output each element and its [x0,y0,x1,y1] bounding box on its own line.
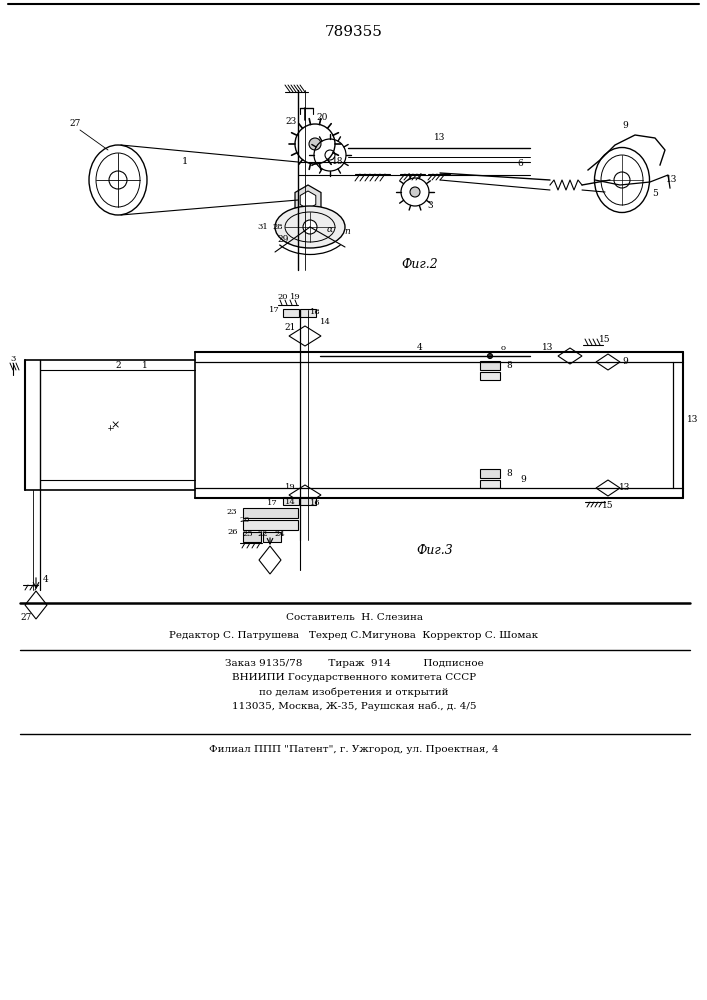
Text: 23: 23 [286,117,297,126]
Text: по делам изобретения и открытий: по делам изобретения и открытий [259,687,449,697]
Bar [480,480,500,488]
Text: 8: 8 [506,468,512,478]
Text: 9: 9 [622,358,628,366]
Text: 3: 3 [11,355,16,363]
Ellipse shape [275,206,345,248]
Text: 22: 22 [258,530,268,538]
Text: 27: 27 [69,119,81,128]
Text: 13: 13 [666,176,678,184]
Polygon shape [300,191,316,209]
Bar [480,361,500,370]
Text: 27: 27 [21,612,32,621]
Text: Заказ 9135/78        Тираж  914          Подписное: Заказ 9135/78 Тираж 914 Подписное [225,660,484,668]
Text: 1: 1 [182,157,188,166]
Text: 15: 15 [602,502,614,510]
Circle shape [410,187,420,197]
Text: 17: 17 [269,306,279,314]
Text: 25: 25 [243,530,253,538]
Bar [243,532,261,542]
Text: 9: 9 [622,121,628,130]
Text: 2: 2 [115,360,121,369]
Text: 1: 1 [142,360,148,369]
Text: 19: 19 [285,483,296,491]
Text: 28: 28 [273,223,284,231]
Text: 6: 6 [517,159,523,168]
Text: 8: 8 [506,360,512,369]
Text: 31: 31 [257,223,268,231]
Text: 16: 16 [310,499,320,507]
Text: 15: 15 [600,336,611,344]
Text: Редактор С. Патрушева   Техред С.Мигунова  Корректор С. Шомак: Редактор С. Патрушева Техред С.Мигунова … [170,631,539,640]
Bar [283,309,299,317]
Bar [283,497,299,505]
Text: o: o [501,344,506,352]
Bar [480,372,500,380]
Circle shape [488,354,493,359]
Text: 113035, Москва, Ж-35, Раушская наб., д. 4/5: 113035, Москва, Ж-35, Раушская наб., д. … [232,701,477,711]
Text: Составитель  Н. Слезина: Составитель Н. Слезина [286,612,423,621]
Text: 18: 18 [310,308,320,316]
Text: Фиг.2: Фиг.2 [402,258,438,271]
Text: 23: 23 [227,508,238,516]
Bar [300,309,316,317]
Text: 4: 4 [417,344,423,353]
Text: 13: 13 [687,416,699,424]
Text: Фиг.3: Фиг.3 [416,544,453,556]
Text: 13: 13 [542,344,554,353]
Text: 17: 17 [267,499,277,507]
Text: 18: 18 [332,157,344,166]
Circle shape [309,138,321,150]
Text: 29: 29 [277,235,288,244]
Text: 4: 4 [43,576,49,584]
Bar [300,497,316,505]
Text: 789355: 789355 [325,25,383,39]
Text: 26: 26 [228,528,238,536]
Text: 21: 21 [284,324,296,332]
Text: n: n [344,228,350,236]
Bar [243,508,298,518]
Text: 9: 9 [520,476,526,485]
Bar [243,520,298,530]
Text: 3: 3 [427,200,433,210]
Text: 24: 24 [274,530,286,538]
Text: 13: 13 [434,133,445,142]
Text: ВНИИПИ Государственного комитета СССР: ВНИИПИ Государственного комитета СССР [232,674,476,682]
Polygon shape [295,185,321,215]
Text: 14: 14 [284,498,296,506]
Text: α: α [327,226,333,234]
Text: 14: 14 [320,318,330,326]
Text: 19: 19 [290,293,300,301]
Bar [263,532,281,542]
Text: 20: 20 [316,113,327,122]
Text: Филиал ППП "Патент", г. Ужгород, ул. Проектная, 4: Филиал ППП "Патент", г. Ужгород, ул. Про… [209,744,499,754]
Text: 13: 13 [619,484,631,492]
Text: 20: 20 [278,293,288,301]
Text: ×: × [110,420,119,430]
Circle shape [303,220,317,234]
Bar [480,469,500,478]
Text: 5: 5 [652,190,658,198]
Text: 20: 20 [240,516,250,524]
